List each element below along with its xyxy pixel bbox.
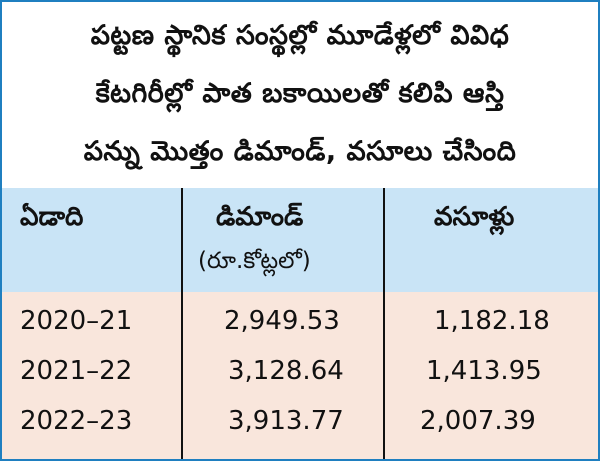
cell-collection-3: 2,007.39	[420, 406, 536, 436]
table-body: 2020–21 2,949.53 1,182.18 2021–22 3,128.…	[2, 292, 598, 459]
title-line-2: కేటగిరీల్లో పాత బకాయిలతో కలిపి ఆస్తి	[95, 78, 505, 109]
cell-collection-1: 1,182.18	[434, 306, 550, 336]
cell-year-1: 2020–21	[20, 306, 133, 336]
table-header-row: ఏడాది డిమాండ్ (రూ.కోట్లలో) వసూళ్లు	[2, 188, 598, 292]
cell-demand-3: 3,913.77	[228, 406, 344, 436]
column-header-year: ఏడాది	[20, 202, 84, 232]
column-divider-2	[383, 188, 385, 459]
title-line-1: పట్టణ స్థానిక సంస్థల్లో మూడేళ్లలో వివిధ	[90, 20, 510, 51]
column-header-demand-unit: (రూ.కోట్లలో)	[198, 248, 311, 274]
cell-demand-2: 3,128.64	[228, 356, 344, 386]
column-header-demand: డిమాండ్	[216, 202, 304, 232]
table-title: పట్టణ స్థానిక సంస్థల్లో మూడేళ్లలో వివిధ …	[2, 2, 598, 186]
title-line-3: పన్ను మొత్తం డిమాండ్, వసూలు చేసింది	[83, 136, 517, 167]
data-table: ఏడాది డిమాండ్ (రూ.కోట్లలో) వసూళ్లు 2020–…	[2, 188, 598, 459]
column-divider-1	[181, 188, 183, 459]
cell-year-2: 2021–22	[20, 356, 133, 386]
column-header-collection: వసూళ్లు	[434, 202, 515, 232]
cell-year-3: 2022–23	[20, 406, 133, 436]
cell-collection-2: 1,413.95	[426, 356, 542, 386]
cell-demand-1: 2,949.53	[224, 306, 340, 336]
